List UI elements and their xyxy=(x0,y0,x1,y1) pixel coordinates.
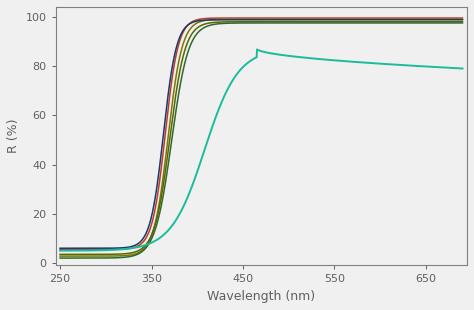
Y-axis label: R (%): R (%) xyxy=(7,119,20,153)
X-axis label: Wavelength (nm): Wavelength (nm) xyxy=(207,290,315,303)
